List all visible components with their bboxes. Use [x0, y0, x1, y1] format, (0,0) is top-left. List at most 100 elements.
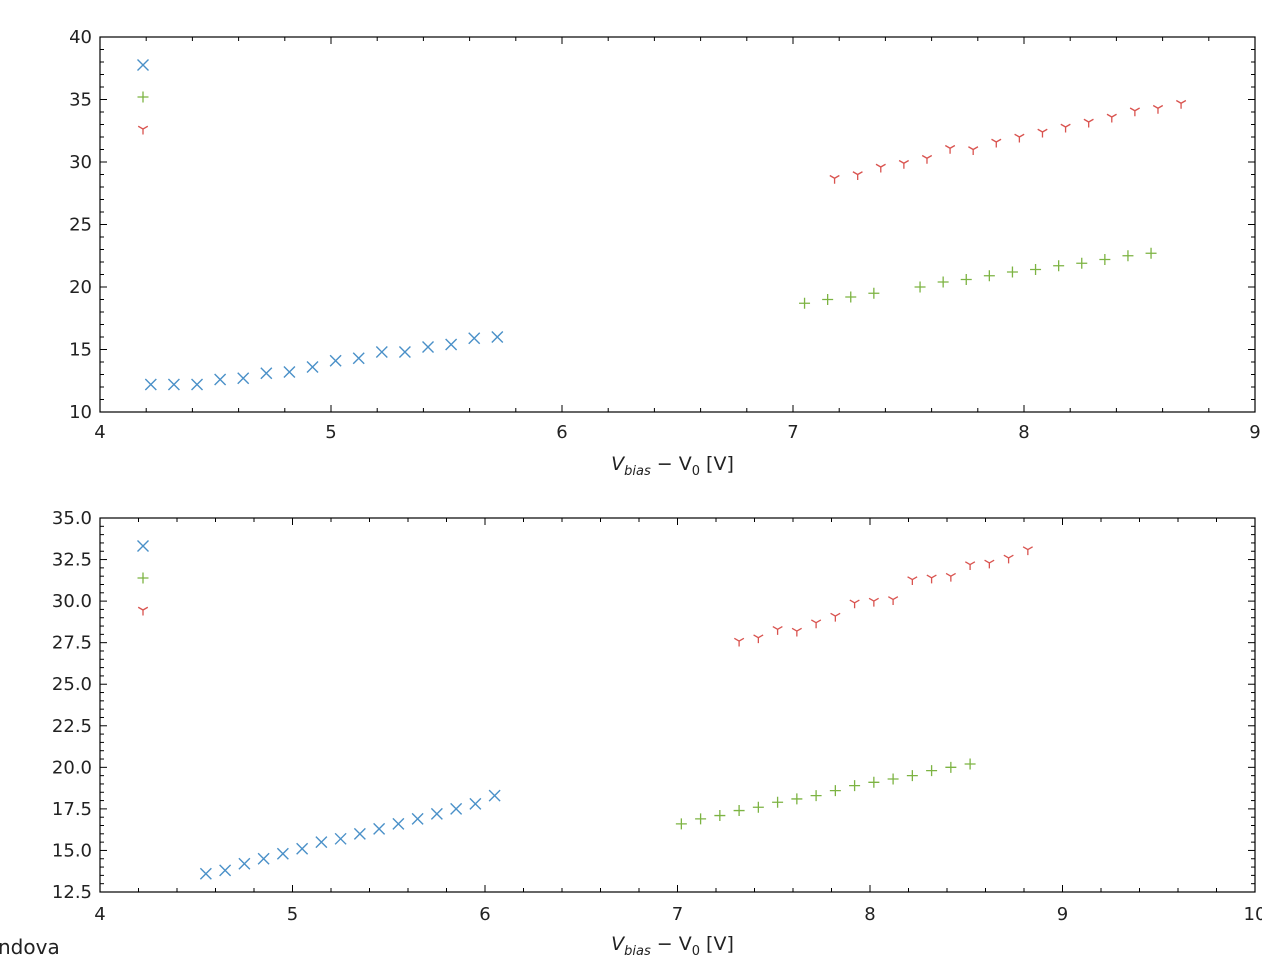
data-point [849, 599, 860, 609]
y-tick-label: 22.5 [52, 716, 92, 737]
data-point [1083, 118, 1094, 128]
data-point [411, 812, 424, 825]
legend-marker [137, 125, 149, 135]
x-axis-label-part: V [611, 453, 626, 475]
x-tick-label: 4 [94, 904, 105, 925]
data-point [468, 332, 481, 345]
x-axis-label-part: [V] [700, 453, 734, 475]
y-tick-label: 20 [69, 277, 92, 298]
data-point [964, 561, 976, 571]
x-tick-label: 9 [1057, 904, 1068, 925]
x-axis-label-part: [V] [700, 933, 734, 955]
legend [137, 540, 149, 616]
data-point [167, 378, 180, 391]
data-point [315, 836, 328, 849]
data-point [257, 852, 270, 865]
chart-top: 4 5 6 7 8 9 10 15 20 25 30 35 40 Vbias − V0 [V] [69, 27, 1261, 479]
series-annealed [829, 99, 1187, 184]
legend [137, 59, 149, 135]
data-point [810, 619, 822, 629]
data-point [887, 596, 899, 605]
x-tick-label: 9 [1249, 422, 1260, 443]
y-tick-label: 15 [69, 340, 92, 361]
data-point [445, 338, 458, 351]
x-tick-label: 5 [287, 904, 298, 925]
data-point [845, 291, 857, 303]
y-tick-label: 15.0 [52, 840, 92, 861]
x-axis-label-part: bias [624, 464, 651, 479]
series-non-irradiated [199, 789, 501, 880]
x-tick-label: 10 [1244, 904, 1262, 925]
data-point [1122, 250, 1134, 262]
data-point [469, 797, 482, 810]
data-point [144, 378, 157, 391]
data-point [829, 785, 841, 797]
data-point [375, 346, 388, 358]
data-point [1145, 247, 1157, 259]
series-annealed [733, 546, 1033, 647]
data-point [1053, 260, 1065, 272]
footer-fragment: ndova [0, 935, 60, 955]
series-irradiated [799, 247, 1157, 309]
legend-marker [137, 572, 149, 584]
y-tick-label: 10 [69, 402, 92, 423]
data-point [1175, 99, 1187, 109]
data-point [450, 802, 463, 815]
data-point [1152, 104, 1164, 114]
data-point [1099, 254, 1111, 265]
data-point [810, 790, 822, 802]
data-point [488, 789, 501, 802]
x-tick-label: 8 [864, 904, 875, 925]
data-point [829, 174, 840, 184]
data-point [191, 378, 204, 391]
data-point [392, 817, 405, 830]
x-axis-label-part: − V [651, 933, 692, 955]
data-point [849, 780, 861, 792]
data-point [237, 372, 250, 385]
data-point [329, 354, 342, 367]
data-point [422, 341, 435, 353]
data-point [791, 793, 803, 805]
data-point [238, 857, 251, 870]
data-point [944, 144, 956, 154]
y-tick-label: 40 [69, 27, 92, 48]
x-axis-label-part: V [611, 933, 626, 955]
data-point [491, 331, 504, 343]
data-point [791, 627, 802, 637]
data-point [1003, 554, 1014, 564]
data-point [283, 366, 296, 378]
y-tick-label: 35.0 [52, 508, 92, 529]
x-axis-label: Vbias − V0 [V] [611, 933, 734, 955]
data-point [926, 574, 937, 584]
data-point [260, 367, 273, 380]
data-point [960, 274, 972, 285]
data-point [799, 297, 811, 309]
data-point [1106, 113, 1117, 123]
data-point [752, 801, 764, 813]
x-axis-label-part: − V [651, 453, 692, 475]
data-point [714, 810, 726, 822]
data-point [868, 287, 880, 299]
data-point [937, 276, 949, 288]
plot-frame [99, 36, 1256, 413]
data-point [352, 352, 365, 365]
data-point [830, 612, 841, 622]
data-point [398, 346, 411, 358]
y-tick-label: 32.5 [52, 550, 92, 571]
data-point [733, 637, 745, 647]
chart-bottom: 4 5 6 7 8 9 10 12.5 15.0 17.5 20.0 22.5 25.0 27.5 30.0… [52, 508, 1262, 955]
data-point [430, 807, 443, 820]
y-tick-label: 27.5 [52, 633, 92, 654]
x-axis-label: Vbias − V0 [V] [611, 453, 734, 479]
data-point [353, 827, 366, 840]
data-point [852, 171, 863, 180]
data-point [1030, 264, 1042, 275]
y-tick-label: 30 [69, 152, 92, 173]
data-point [1076, 257, 1088, 269]
x-axis-label-part: 0 [692, 944, 700, 955]
data-point [675, 818, 687, 830]
legend-marker [137, 606, 149, 616]
data-point [945, 761, 957, 773]
data-point [1060, 123, 1071, 133]
